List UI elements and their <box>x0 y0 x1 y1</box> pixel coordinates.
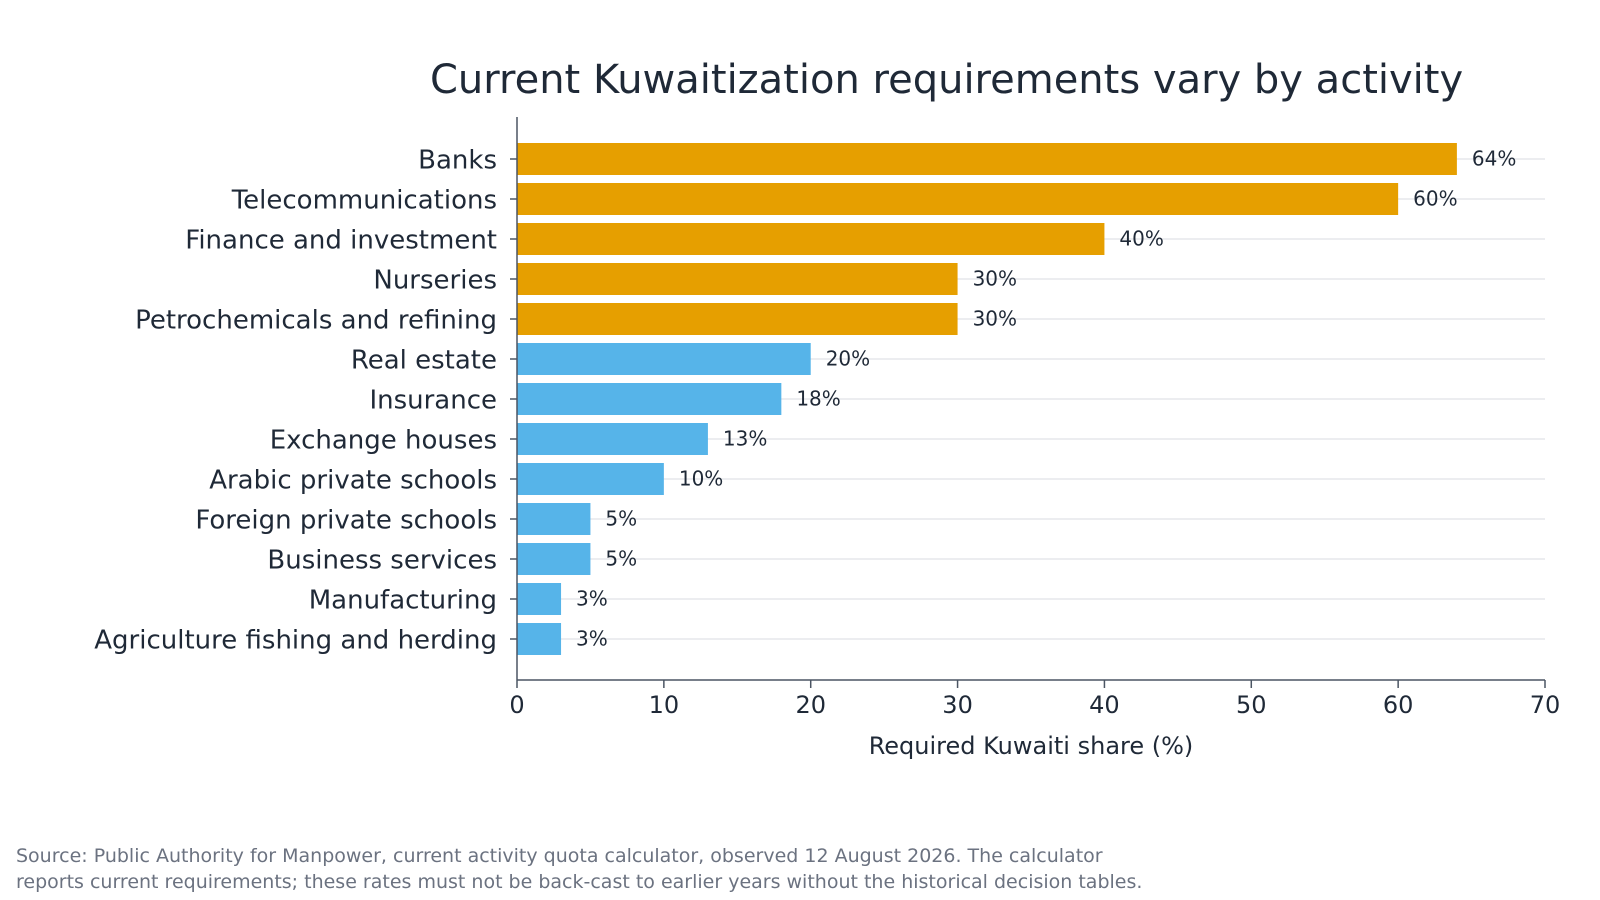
bar <box>517 463 664 495</box>
bar <box>517 583 562 615</box>
category-label: Arabic private schools <box>209 466 497 496</box>
data-label: 20% <box>826 347 870 371</box>
x-axis-label: Required Kuwaiti share (%) <box>868 732 1194 760</box>
x-tick-label: 0 <box>509 691 524 719</box>
bar <box>517 383 782 415</box>
data-label: 3% <box>576 627 608 651</box>
data-label: 10% <box>679 467 723 491</box>
bar <box>517 303 958 335</box>
source-line-2: reports current requirements; these rate… <box>16 871 1143 893</box>
data-label: 40% <box>1119 227 1163 251</box>
x-tick-label: 10 <box>649 691 680 719</box>
category-label: Agriculture fishing and herding <box>94 626 497 656</box>
category-label: Business services <box>267 546 497 576</box>
category-label: Finance and investment <box>185 226 497 256</box>
category-label: Insurance <box>369 386 497 416</box>
bar <box>517 343 811 375</box>
bar <box>517 423 708 455</box>
category-label: Real estate <box>351 346 497 376</box>
category-label: Nurseries <box>373 266 497 296</box>
x-tick-label: 50 <box>1236 691 1267 719</box>
category-label: Exchange houses <box>270 426 497 456</box>
category-label: Manufacturing <box>309 586 497 616</box>
bar <box>517 183 1399 215</box>
chart-title: Current Kuwaitization requirements vary … <box>430 57 1464 103</box>
category-label: Petrochemicals and refining <box>135 306 497 336</box>
bar <box>517 543 591 575</box>
data-label: 5% <box>605 507 637 531</box>
bar <box>517 223 1105 255</box>
source-line-1: Source: Public Authority for Manpower, c… <box>16 845 1103 867</box>
category-label: Telecommunications <box>231 186 497 216</box>
x-tick-label: 60 <box>1383 691 1414 719</box>
x-tick-label: 70 <box>1530 691 1561 719</box>
data-label: 64% <box>1472 147 1516 171</box>
bar <box>517 143 1457 175</box>
bar <box>517 263 958 295</box>
data-label: 18% <box>796 387 840 411</box>
bar <box>517 623 562 655</box>
x-tick-label: 30 <box>942 691 973 719</box>
category-label: Foreign private schools <box>195 506 497 536</box>
data-label: 3% <box>576 587 608 611</box>
source-note: Source: Public Authority for Manpower, c… <box>16 843 1576 895</box>
category-label: Banks <box>418 146 497 176</box>
x-tick-label: 40 <box>1089 691 1120 719</box>
data-label: 30% <box>973 307 1017 331</box>
data-label: 5% <box>605 547 637 571</box>
data-label: 30% <box>973 267 1017 291</box>
bar <box>517 503 591 535</box>
data-label: 13% <box>723 427 767 451</box>
data-label: 60% <box>1413 187 1457 211</box>
x-tick-label: 20 <box>795 691 826 719</box>
